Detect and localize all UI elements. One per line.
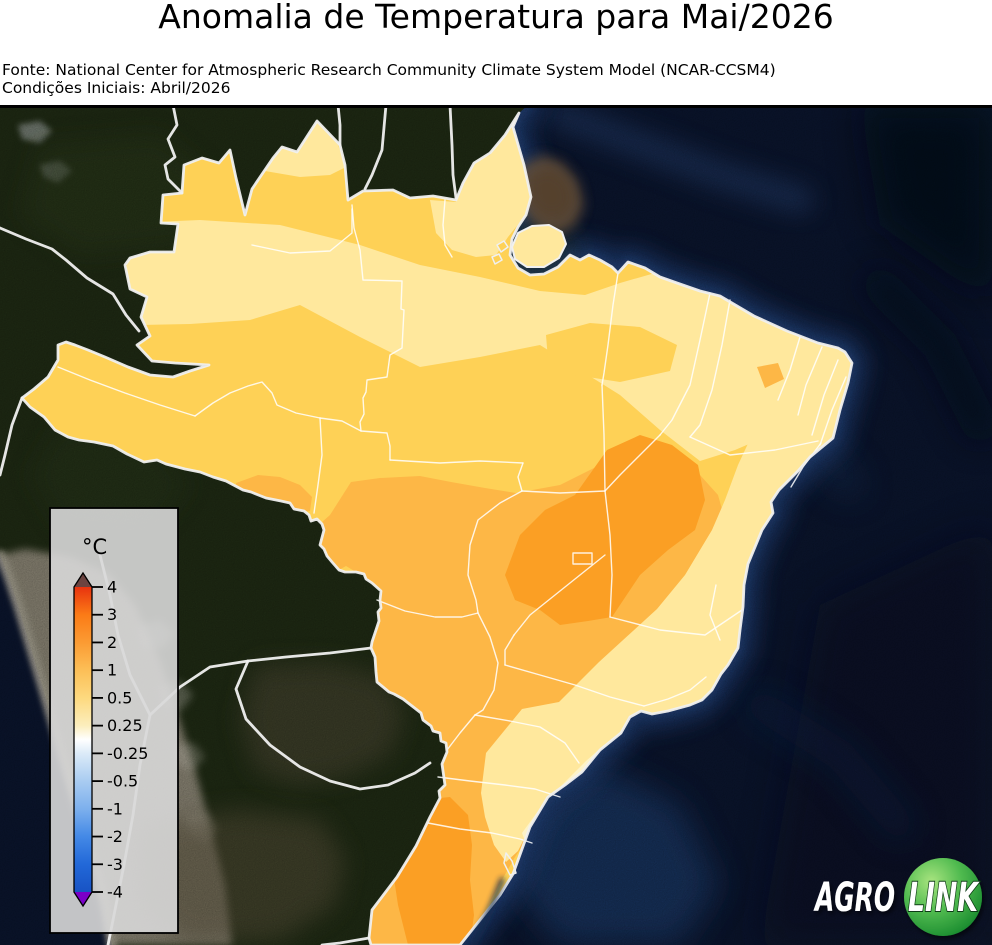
state-ba-w [604,490,613,618]
state-ne1 [797,346,823,416]
legend-title: °C [82,535,107,559]
legend-tick-label: -0.5 [107,772,138,791]
lagoa-patos [471,877,505,945]
legend-tick-label: -2 [107,827,123,846]
state-rr-am [251,208,353,254]
logo-word-agro: AGRO [813,875,895,921]
legend-tick-label: 1 [107,661,117,680]
state-df [572,552,593,565]
islet-2 [491,253,503,265]
anom-mid-ne-spot [757,363,784,388]
state-ma-pi [659,292,711,436]
state-ne2 [811,359,839,436]
state-es [709,584,721,641]
legend-tick-label: 3 [107,605,117,624]
border-par-w [234,659,432,791]
source-note: Fonte: National Center for Atmospheric R… [2,61,776,97]
amazon-plume-core [528,167,574,217]
agrolink-logo: AGRO LINK [813,858,982,936]
border-bol-par [246,646,373,663]
legend-arrow-bottom [74,892,92,906]
state-ce-rn [777,336,801,401]
anom-pale-amapa [430,115,531,257]
border-brazil [20,111,854,945]
legend-colorbar: °C4 3 2 1 0.5 0.25 -0.25 -0.5 -1 -2 -3 -4 [49,507,179,934]
state-mt-ms [376,599,479,618]
map-layers [0,105,992,945]
state-to-e [601,384,606,492]
map-area: °C 4 3 2 1 0.5 0.25 -0.25 -0.5 -1 -2 -3 -4 AGRO LINK [0,105,992,945]
state-mg-w [504,634,515,666]
source-line-1: Fonte: National Center for Atmospheric R… [2,61,776,79]
state-go-w [467,490,523,614]
map-title: Anomalia de Temperatura para Mai/2026 [158,0,834,36]
state-ms-sp [474,612,499,716]
legend-tick-label: 0.5 [107,688,132,707]
legend-tick-label: -4 [107,883,123,902]
legend-tick-label: -1 [107,799,123,818]
state-to-w [517,462,524,492]
legend-tick-label: 2 [107,633,117,652]
anom-dark-center [505,435,705,625]
anom-pale-southeast [481,367,852,862]
source-line-2: Condições Iniciais: Abril/2026 [2,78,231,97]
logo-circle [904,858,982,936]
border-sur-gf [448,105,458,200]
state-ap-pa [442,199,453,258]
state-rj-mg [643,676,707,707]
border-arg-uru [320,936,371,945]
logo-word-link: LINK [908,875,980,921]
border-peru-bol [0,396,24,477]
state-pi-ce [689,299,731,438]
border-guy-sur [363,105,388,191]
state-ro-mt [313,417,323,514]
border-ven-guy [336,105,342,147]
state-pr-sc [437,776,561,798]
islet-floripa [503,852,517,876]
state-mg-n [609,609,743,636]
state-to-go [521,490,606,494]
anom-light-hole [546,323,677,382]
state-pi-to [604,434,661,492]
state-ac-am [57,366,196,417]
legend-tick-label: -0.25 [107,744,148,763]
legend-tick-label: -3 [107,855,123,874]
state-ms-pr [446,714,476,751]
map-svg: °C4 3 2 1 0.5 0.25 -0.25 -0.5 -1 -2 -3 -4 AGRO LINK [0,105,992,945]
state-mt-pa [389,459,524,464]
state-sp-mg [504,664,645,707]
state-ne3 [819,376,847,446]
legend-tick-label: 4 [107,578,117,597]
legend-panel [49,507,179,934]
border-col-peru [0,226,141,333]
marajo-island [511,224,567,268]
state-go-mg [513,554,606,636]
legend-gradient-bar [74,587,92,892]
islet-1 [496,240,509,253]
legend-arrow-top [74,573,92,587]
state-pa-ma [601,272,619,386]
state-am-s [194,381,362,432]
state-sp-pr [474,714,580,764]
border-ven-col [163,105,184,195]
header: Anomalia de Temperatura para Mai/2026 Fo… [0,0,992,105]
legend-tick-label: 0.25 [107,716,143,735]
state-ba-pe [689,436,819,456]
